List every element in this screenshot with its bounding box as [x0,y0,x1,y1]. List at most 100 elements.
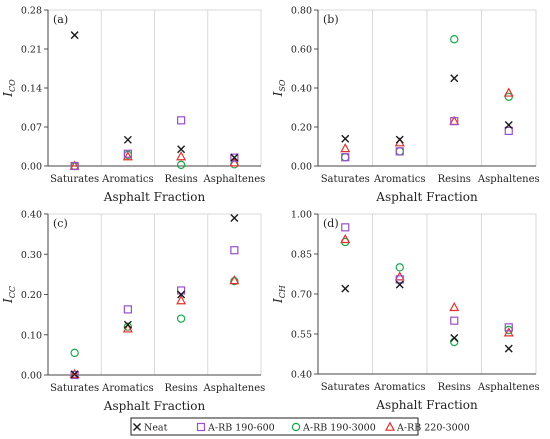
legend: Neat A-RB 190-600 A-RB 190-3000 A-RB 220-30… [130,417,470,436]
data-point-neat [70,370,79,379]
y-axis-title-subscript: CH [278,284,287,298]
legend-marker-triangle-icon [384,421,396,431]
chart-panel-d: 0.40 0.55 0.70 0.85 1.00 Saturates Aromatics Re… [271,210,540,413]
y-axis-title-main: I [1,92,15,98]
y-tick-label: 0.07 [21,123,42,134]
legend-label: A-RB 190-3000 [302,423,376,434]
legend-label: Neat [144,423,168,434]
x-tick-label: Saturates [50,174,99,185]
y-axis-title-main: I [271,91,285,97]
data-point-neat [230,153,239,162]
data-point-neat [341,134,350,143]
data-point-a-rb-190-600 [395,275,404,284]
data-point-neat [177,290,186,299]
x-axis-title: Asphalt Fraction [375,190,478,204]
data-point-a-rb-190-3000 [123,322,133,331]
x-axis-title: Asphalt Fraction [103,190,206,204]
legend-item: Neat [133,423,168,434]
x-tick-label: Saturates [50,383,99,394]
data-point-a-rb-190-600 [70,370,79,380]
y-tick-label: 0.10 [21,330,42,341]
data-point-neat [450,74,459,83]
y-axis-title: ICC [1,286,17,304]
y-tick-label: 0.85 [291,250,312,261]
data-point-a-rb-190-3000 [395,147,404,156]
data-point-a-rb-190-3000 [504,92,513,101]
y-axis-title-subscript: CO [8,79,17,92]
legend-marker-circle-icon [291,422,301,432]
x-tick-label: Aromatics [101,174,153,185]
y-tick-label: 0.21 [21,45,42,56]
y-tick-label: 0.40 [21,210,42,221]
data-point-a-rb-220-3000 [229,274,240,285]
x-tick-label: Asphaltenes [202,174,265,185]
data-point-a-rb-190-3000 [176,314,186,323]
y-axis-title: ICO [1,79,17,98]
chart-panel-c: 0.00 0.10 0.20 0.30 0.40 Saturates Aromatics Re… [1,210,265,414]
panel-label: (c) [53,217,68,230]
data-point-neat [230,214,239,223]
data-point-a-rb-190-3000 [450,337,459,347]
x-tick-label: Asphaltenes [202,383,265,394]
x-tick-label: Resins [164,174,197,185]
y-tick-label: 0.14 [21,84,42,95]
y-axis-title: ICH [271,284,287,304]
legend-label: A-RB 190-600 [207,423,275,434]
data-point-a-rb-220-3000 [122,323,133,333]
data-point-a-rb-190-600 [504,126,513,136]
chart-panel-a: 0.00 0.07 0.14 0.21 0.28 Saturates Aromatics Re… [1,6,265,205]
y-axis-title-subscript: CC [8,286,17,298]
data-point-a-rb-190-600 [450,316,459,325]
data-point-a-rb-190-600 [504,323,513,332]
x-axis-title: Asphalt Fraction [103,399,206,413]
y-tick-label: 0.20 [21,290,42,301]
legend-marker-x-icon [133,423,141,431]
data-point-a-rb-190-3000 [230,277,239,286]
y-axis-title-main: I [271,298,285,304]
x-tick-label: Aromatics [373,382,425,393]
data-point-a-rb-220-3000 [340,233,351,244]
data-point-a-rb-220-3000 [449,301,460,312]
data-point-neat [395,280,404,289]
y-axis-title-subscript: SO [278,79,287,91]
data-point-neat [504,121,513,130]
y-axis-title: ISO [271,79,287,97]
data-point-neat [395,135,404,144]
data-point-a-rb-220-3000 [122,151,133,161]
x-tick-label: Resins [438,382,471,393]
x-tick-label: Resins [438,174,471,185]
legend-label: A-RB 220-3000 [396,423,470,434]
data-point-a-rb-190-600 [230,246,239,255]
x-tick-label: Aromatics [373,174,425,185]
x-tick-label: Asphaltenes [477,174,540,185]
y-tick-label: 0.00 [21,162,42,173]
y-tick-label: 0.30 [21,250,42,261]
legend-marker-square-icon [196,422,206,432]
data-point-a-rb-190-600 [395,147,404,156]
data-point-neat [123,320,132,329]
panel-label: (a) [53,13,68,26]
y-tick-label: 0.40 [291,370,312,381]
x-tick-label: Saturates [321,382,370,393]
data-point-a-rb-220-3000 [176,295,187,305]
data-point-a-rb-190-3000 [70,348,79,358]
y-tick-label: 0.28 [21,6,42,17]
data-point-a-rb-190-3000 [450,35,459,44]
data-point-neat [341,284,350,293]
x-tick-label: Asphaltenes [477,382,540,393]
data-point-a-rb-220-3000 [69,368,80,378]
y-tick-label: 0.40 [291,84,312,95]
data-point-neat [177,145,186,154]
x-tick-label: Aromatics [101,383,153,394]
data-point-a-rb-220-3000 [229,157,240,167]
x-tick-label: Resins [164,383,197,394]
data-point-neat [123,135,132,144]
x-axis-title: Asphalt Fraction [375,398,478,412]
x-tick-label: Saturates [321,174,370,185]
y-tick-label: 0.55 [291,330,312,341]
data-point-a-rb-190-600 [70,161,79,171]
panel-label: (d) [323,217,339,230]
data-point-a-rb-190-600 [123,305,132,314]
y-tick-label: 0.20 [291,123,312,134]
